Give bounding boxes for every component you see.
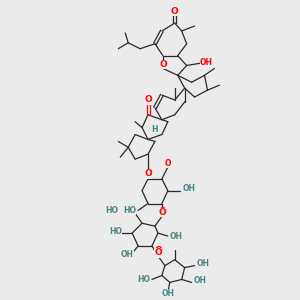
Text: HO: HO	[109, 226, 122, 236]
Text: O: O	[165, 159, 171, 168]
Text: OH: OH	[196, 259, 210, 268]
Text: OH: OH	[183, 184, 196, 193]
Text: O: O	[158, 208, 166, 217]
Text: O: O	[171, 7, 178, 16]
Text: H: H	[152, 125, 158, 134]
Text: O: O	[158, 207, 166, 216]
Text: OH: OH	[161, 289, 174, 298]
Text: HO: HO	[137, 275, 150, 284]
Text: OH: OH	[170, 232, 183, 241]
Text: HO: HO	[105, 206, 118, 215]
Text: OH: OH	[194, 276, 207, 285]
Text: O: O	[154, 248, 162, 257]
Text: O: O	[144, 95, 152, 104]
Text: O: O	[144, 169, 152, 178]
Text: OH: OH	[200, 58, 213, 67]
Text: HO: HO	[123, 206, 136, 215]
Text: O: O	[159, 60, 167, 69]
Text: O: O	[154, 246, 162, 255]
Text: OH: OH	[121, 250, 134, 259]
